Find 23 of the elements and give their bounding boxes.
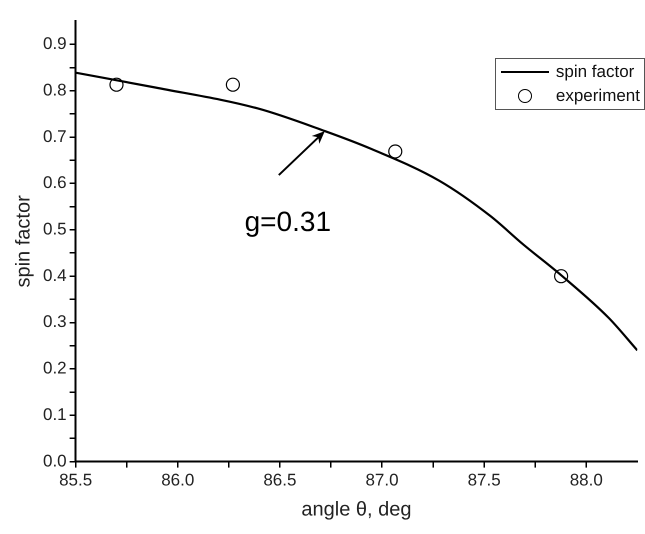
x-tick-label: 87.5: [468, 470, 501, 490]
point: [226, 78, 240, 92]
legend-label: spin factor: [556, 61, 634, 83]
y-tick-label: 0.3: [42, 312, 67, 332]
annotation: g=0.31: [244, 206, 332, 237]
y-axis-title: spin factor: [12, 194, 35, 288]
x-tick-label: 85.5: [59, 470, 92, 490]
y-tick-label: 0.8: [42, 80, 67, 100]
x-tick-label: 86.5: [263, 470, 296, 490]
x-tick-label: 88.0: [570, 470, 603, 490]
y-tick-label: 0.4: [42, 266, 67, 285]
x-tick-label: 87.0: [365, 470, 399, 490]
x-axis-title: angle θ, deg: [301, 498, 412, 521]
point: [388, 144, 402, 159]
y-tick-label: 0.1: [42, 404, 67, 424]
legend-label: experiment: [556, 85, 640, 107]
x-tick-label: 86.0: [161, 470, 194, 490]
y-tick-label: 0.2: [42, 358, 67, 378]
y-tick-label: 0.6: [42, 173, 67, 192]
y-tick-label: 0.0: [42, 451, 67, 470]
y-tick-label: 0.7: [42, 126, 67, 146]
y-tick-label: 0.9: [42, 34, 67, 54]
y-tick-label: 0.5: [42, 220, 67, 238]
